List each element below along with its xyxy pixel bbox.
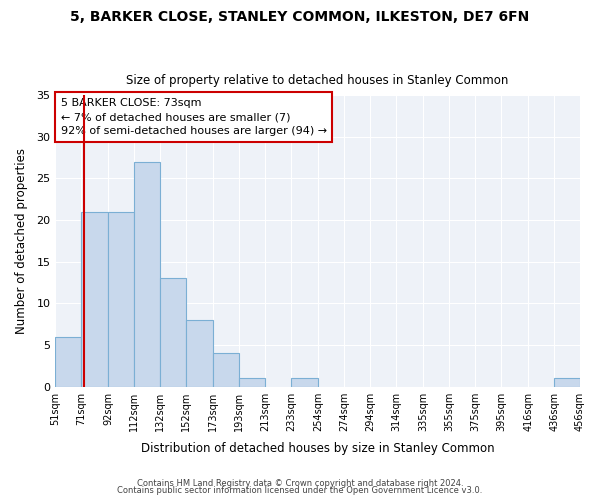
Bar	[81, 212, 109, 386]
Bar	[554, 378, 580, 386]
Bar	[134, 162, 160, 386]
Bar	[109, 212, 134, 386]
Text: Contains public sector information licensed under the Open Government Licence v3: Contains public sector information licen…	[118, 486, 482, 495]
Bar	[55, 336, 81, 386]
Text: 5 BARKER CLOSE: 73sqm
← 7% of detached houses are smaller (7)
92% of semi-detach: 5 BARKER CLOSE: 73sqm ← 7% of detached h…	[61, 98, 326, 136]
Text: Contains HM Land Registry data © Crown copyright and database right 2024.: Contains HM Land Registry data © Crown c…	[137, 478, 463, 488]
Bar	[186, 320, 214, 386]
X-axis label: Distribution of detached houses by size in Stanley Common: Distribution of detached houses by size …	[141, 442, 494, 455]
Y-axis label: Number of detached properties: Number of detached properties	[15, 148, 28, 334]
Text: 5, BARKER CLOSE, STANLEY COMMON, ILKESTON, DE7 6FN: 5, BARKER CLOSE, STANLEY COMMON, ILKESTO…	[70, 10, 530, 24]
Bar	[239, 378, 265, 386]
Bar	[160, 278, 186, 386]
Bar	[214, 354, 239, 386]
Bar	[291, 378, 319, 386]
Title: Size of property relative to detached houses in Stanley Common: Size of property relative to detached ho…	[127, 74, 509, 87]
